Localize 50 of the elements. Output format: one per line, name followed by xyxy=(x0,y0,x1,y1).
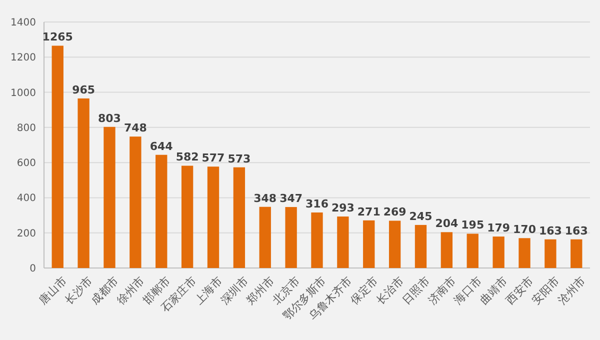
data-label: 271 xyxy=(357,205,380,218)
data-label: 170 xyxy=(513,223,536,236)
data-label: 573 xyxy=(228,152,251,166)
data-label: 179 xyxy=(487,222,510,235)
bar xyxy=(233,167,246,268)
y-tick-label: 1400 xyxy=(10,18,36,28)
y-tick-label: 1000 xyxy=(10,88,36,99)
bar xyxy=(570,239,582,268)
bar xyxy=(311,212,323,268)
y-tick-label: 0 xyxy=(30,264,36,274)
bar xyxy=(388,220,401,268)
data-label: 348 xyxy=(254,192,277,205)
data-label: 316 xyxy=(306,197,329,210)
data-label: 195 xyxy=(461,218,484,232)
data-label: 644 xyxy=(150,140,174,153)
data-label: 293 xyxy=(331,202,354,215)
y-tick-label: 800 xyxy=(16,122,36,134)
bar xyxy=(544,239,556,268)
data-label: 347 xyxy=(280,192,303,206)
bar xyxy=(52,46,64,268)
bar xyxy=(414,224,427,268)
bar xyxy=(78,98,90,268)
bar xyxy=(440,232,453,268)
data-label: 748 xyxy=(124,122,147,135)
bar xyxy=(363,220,375,268)
data-label: 582 xyxy=(176,150,199,164)
data-label: 803 xyxy=(98,112,121,125)
data-label: 965 xyxy=(72,83,96,96)
bar xyxy=(181,166,194,268)
bar xyxy=(466,234,478,268)
bar xyxy=(156,154,168,268)
data-label: 577 xyxy=(202,152,225,165)
data-label: 1265 xyxy=(42,30,73,44)
bar xyxy=(337,216,349,268)
bar xyxy=(518,238,530,268)
bar xyxy=(285,207,297,268)
y-tick-label: 1200 xyxy=(10,52,36,64)
data-label: 163 xyxy=(564,224,588,238)
bar xyxy=(492,236,504,268)
data-label: 245 xyxy=(409,210,432,223)
y-tick-label: 600 xyxy=(16,158,36,170)
data-label: 204 xyxy=(435,217,459,230)
bar xyxy=(259,206,271,268)
y-tick-label: 200 xyxy=(16,228,36,240)
y-tick-label: 400 xyxy=(16,193,36,204)
data-label: 163 xyxy=(538,224,562,238)
bar xyxy=(130,136,142,268)
bar xyxy=(207,166,220,268)
data-label: 269 xyxy=(383,206,406,219)
bar xyxy=(104,126,116,268)
